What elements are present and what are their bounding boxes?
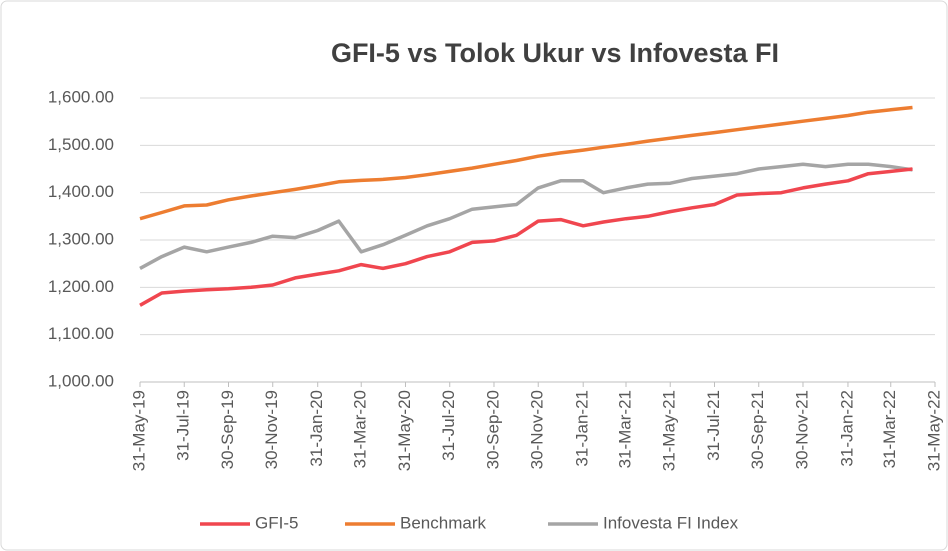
line <box>139 105 913 221</box>
x-tick-label: 31-Jul-19 <box>174 390 193 461</box>
legend-label: GFI-5 <box>255 513 298 532</box>
x-tick-label: 31-May-19 <box>129 390 148 471</box>
y-tick-label: 1,500.00 <box>48 135 114 154</box>
y-tick-label: 1,000.00 <box>48 371 114 390</box>
x-tick-label: 31-May-22 <box>924 390 943 471</box>
x-tick-label: 31-Mar-22 <box>880 390 899 468</box>
x-tick-label: 31-Mar-20 <box>351 390 370 468</box>
y-tick-label: 1,100.00 <box>48 324 114 343</box>
x-tick-label: 30-Nov-21 <box>792 390 811 469</box>
x-tick-label: 31-Jul-20 <box>439 390 458 461</box>
line <box>139 162 913 270</box>
legend-label: Infovesta FI Index <box>603 513 739 532</box>
x-tick-label: 31-Jul-21 <box>704 390 723 461</box>
line <box>139 167 913 307</box>
x-tick-label: 31-May-20 <box>395 390 414 471</box>
x-tick-label: 31-Jan-22 <box>837 390 856 467</box>
legend-label: Benchmark <box>400 513 486 532</box>
x-tick-label: 31-Mar-21 <box>615 390 634 468</box>
x-tick-label: 30-Sep-21 <box>748 390 767 469</box>
x-tick-label: 30-Nov-19 <box>262 390 281 469</box>
x-tick-label: 31-Jan-20 <box>307 390 326 467</box>
y-tick-label: 1,400.00 <box>48 182 114 201</box>
x-tick-label: 30-Sep-19 <box>218 390 237 469</box>
y-tick-label: 1,600.00 <box>48 87 114 106</box>
x-tick-label: 31-May-21 <box>660 390 679 471</box>
y-tick-label: 1,200.00 <box>48 277 114 296</box>
x-tick-label: 30-Sep-20 <box>483 390 502 469</box>
x-tick-label: 30-Nov-20 <box>528 390 547 469</box>
chart-title: GFI-5 vs Tolok Ukur vs Infovesta FI <box>331 38 779 68</box>
x-tick-label: 31-Jan-21 <box>573 390 592 467</box>
y-tick-label: 1,300.00 <box>48 229 114 248</box>
